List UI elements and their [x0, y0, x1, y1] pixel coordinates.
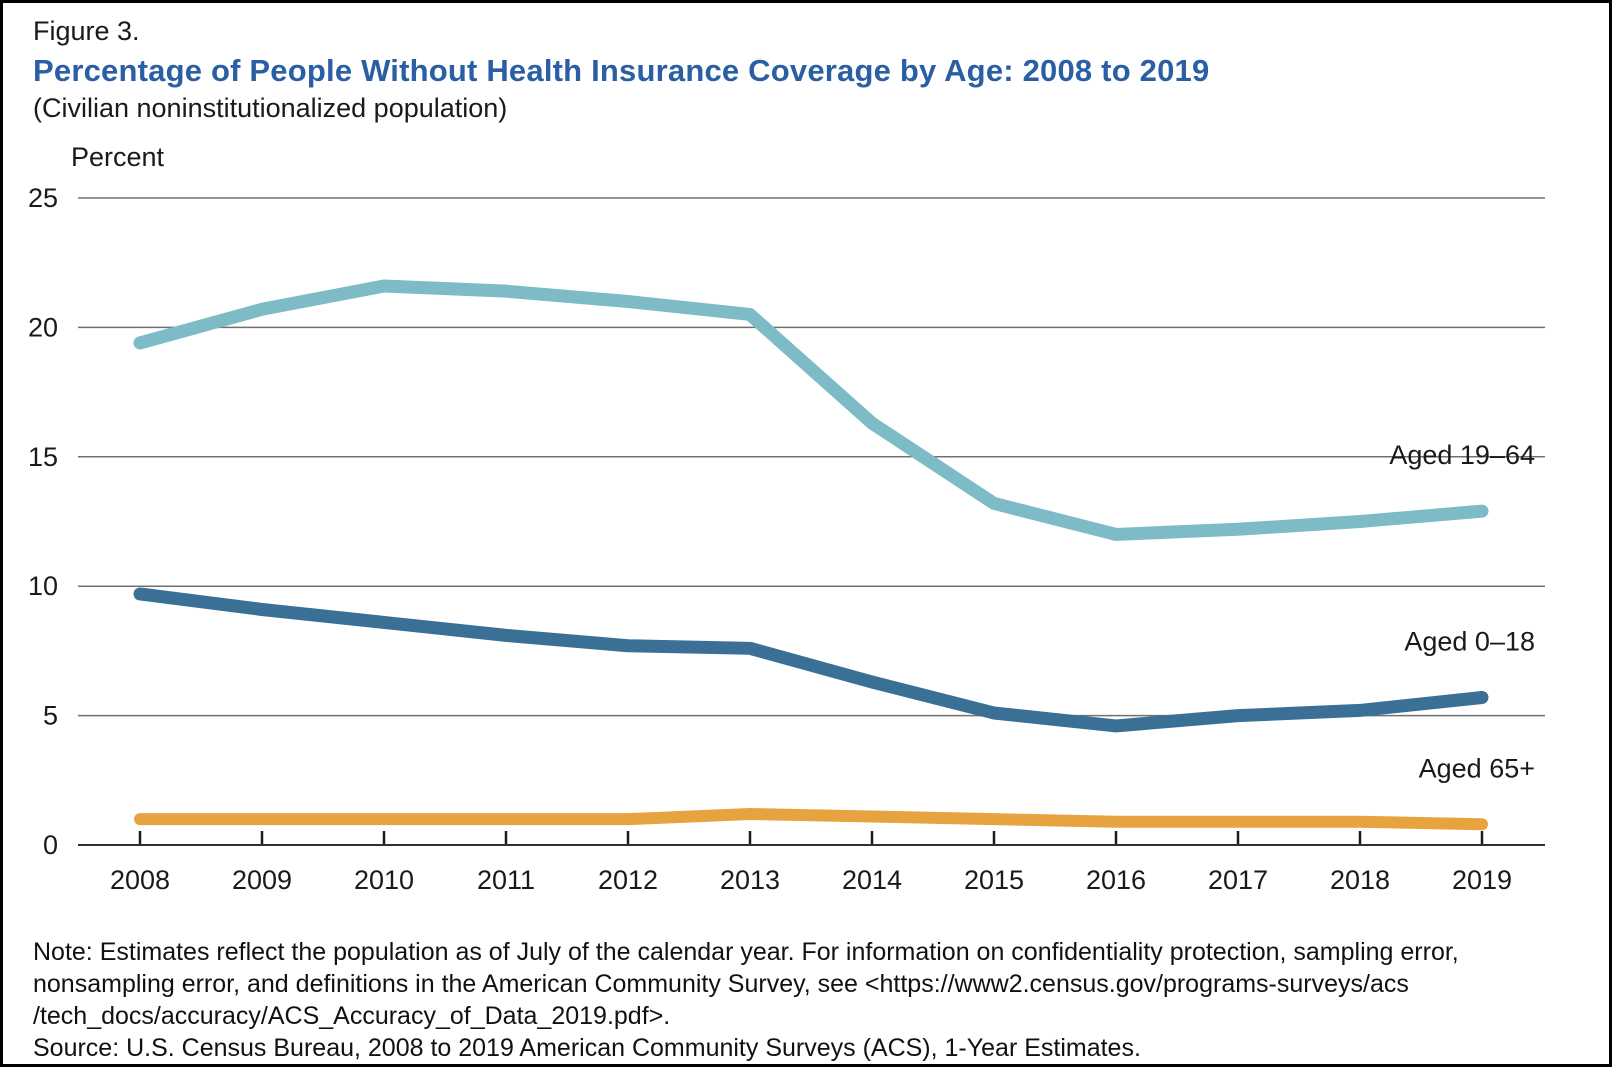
y-axis-tick-label: 25 [28, 183, 58, 213]
x-axis-tick-label: 2008 [110, 865, 170, 895]
x-axis-tick-label: 2016 [1086, 865, 1146, 895]
series-line-2 [133, 587, 1489, 733]
x-axis-tick-label: 2010 [354, 865, 414, 895]
y-axis-tick-label: 5 [43, 701, 58, 731]
series-line-3 [134, 807, 1488, 831]
source-line: Source: U.S. Census Bureau, 2008 to 2019… [33, 1034, 1141, 1062]
y-axis-tick-label: 0 [43, 830, 58, 860]
y-axis-tick-label: 10 [28, 571, 58, 601]
x-axis-tick-label: 2015 [964, 865, 1024, 895]
y-axis-tick-label: 20 [28, 312, 58, 342]
y-axis-tick-label: 15 [28, 442, 58, 472]
y-axis-unit-label: Percent [71, 142, 165, 172]
line-chart-plot-area: 0 5 10 15 20 25 2008 2009 2010 2011 2012 2013 2014 20… [28, 142, 1545, 895]
series-label: Aged 19–64 [1389, 440, 1535, 470]
note-line: nonsampling error, and definitions in th… [33, 970, 1409, 998]
note-line: /tech_docs/accuracy/ACS_Accuracy_of_Data… [33, 1002, 671, 1030]
x-axis-tick-label: 2013 [720, 865, 780, 895]
x-axis-tick-label: 2012 [598, 865, 658, 895]
x-axis-tick-label: 2019 [1452, 865, 1512, 895]
x-axis-tick-label: 2009 [232, 865, 292, 895]
figure-number-label: Figure 3. [33, 16, 140, 46]
series-label: Aged 0–18 [1404, 626, 1535, 656]
x-axis-tick-label: 2011 [477, 865, 535, 895]
chart-title: Percentage of People Without Health Insu… [33, 53, 1210, 88]
series-label: Aged 65+ [1419, 753, 1535, 783]
x-axis-tick-label: 2018 [1330, 865, 1390, 895]
series-line-1 [133, 279, 1489, 541]
chart-subtitle: (Civilian noninstitutionalized populatio… [33, 93, 508, 123]
note-and-source-block: Note: Estimates reflect the population a… [33, 936, 1583, 1064]
x-axis-tick-label: 2014 [842, 865, 902, 895]
note-line: Note: Estimates reflect the population a… [33, 938, 1459, 966]
x-axis-tick-label: 2017 [1208, 865, 1268, 895]
